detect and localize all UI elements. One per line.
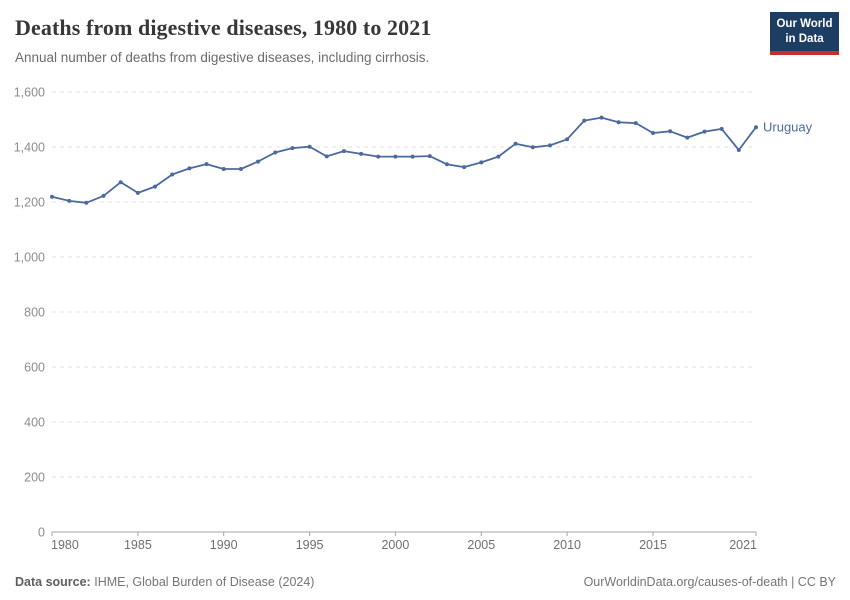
x-axis-tick-label: 1980: [51, 538, 79, 552]
x-axis-tick-label: 2010: [553, 538, 581, 552]
owid-logo-line1: Our World: [776, 18, 833, 30]
data-source: Data source: IHME, Global Burden of Dise…: [15, 575, 314, 589]
y-axis-tick-label: 400: [24, 416, 45, 430]
chart-subtitle: Annual number of deaths from digestive d…: [15, 50, 430, 65]
data-point: [582, 118, 587, 123]
data-point: [67, 198, 72, 203]
chart-footer: Data source: IHME, Global Burden of Dise…: [15, 575, 836, 589]
data-point: [530, 145, 535, 150]
data-point: [187, 166, 192, 171]
y-axis-tick-label: 1,000: [14, 251, 45, 265]
data-point: [444, 162, 449, 167]
data-point: [376, 154, 381, 159]
data-point: [50, 194, 54, 199]
data-point: [616, 120, 621, 125]
data-point: [359, 151, 364, 156]
data-point: [668, 129, 673, 134]
data-point: [685, 135, 690, 140]
data-source-text: IHME, Global Burden of Disease (2024): [94, 575, 315, 589]
y-axis-tick-label: 1,200: [14, 196, 45, 210]
data-point: [548, 143, 552, 148]
y-axis-tick-label: 200: [24, 471, 45, 485]
credit-link[interactable]: OurWorldinData.org/causes-of-death | CC …: [583, 575, 836, 589]
data-point: [221, 167, 226, 171]
data-point: [736, 148, 741, 152]
data-point: [651, 131, 655, 135]
data-point: [702, 129, 707, 134]
data-point: [565, 137, 570, 142]
data-point: [599, 115, 604, 120]
y-axis-tick-label: 1,600: [14, 86, 45, 100]
entity-label[interactable]: Uruguay: [763, 120, 813, 135]
data-point: [290, 146, 295, 151]
owid-logo[interactable]: Our World in Data: [770, 12, 839, 56]
chart-header: Deaths from digestive diseases, 1980 to …: [15, 15, 750, 65]
data-point: [238, 167, 243, 171]
data-point: [393, 154, 398, 159]
data-point: [101, 193, 106, 198]
owid-logo-line2: in Data: [785, 33, 824, 46]
data-point: [513, 141, 518, 146]
data-point: [633, 121, 638, 126]
data-point: [341, 149, 346, 154]
chart-title: Deaths from digestive diseases, 1980 to …: [15, 15, 432, 40]
data-point: [462, 165, 467, 170]
data-point: [324, 154, 329, 159]
y-axis-tick-label: 800: [24, 306, 45, 320]
x-axis-tick-label: 2000: [381, 538, 409, 552]
x-axis-tick-label: 1995: [296, 538, 324, 552]
data-point: [754, 125, 758, 130]
x-axis-tick-label: 1985: [124, 538, 152, 552]
data-point: [273, 150, 278, 155]
y-axis-tick-label: 600: [24, 361, 45, 375]
x-axis-tick-label: 1990: [210, 538, 238, 552]
data-point: [204, 162, 209, 167]
x-axis-tick-label: 2005: [467, 538, 495, 552]
data-point: [479, 160, 484, 165]
data-point: [170, 172, 175, 177]
data-point: [410, 154, 415, 159]
data-line-uruguay: [51, 116, 757, 204]
data-point: [307, 144, 312, 149]
data-point: [719, 126, 724, 131]
data-point: [427, 154, 432, 159]
data-source-label: Data source:: [15, 575, 91, 589]
data-point: [84, 200, 89, 205]
data-point: [496, 154, 501, 159]
x-axis-tick-label: 2015: [639, 538, 667, 552]
data-point: [256, 159, 260, 164]
data-point: [135, 190, 140, 195]
x-axis-tick-label: 2021: [729, 538, 757, 552]
y-axis-tick-label: 0: [38, 526, 45, 540]
y-axis-tick-label: 1,400: [14, 141, 45, 155]
data-point: [153, 184, 157, 189]
data-point: [118, 180, 123, 185]
